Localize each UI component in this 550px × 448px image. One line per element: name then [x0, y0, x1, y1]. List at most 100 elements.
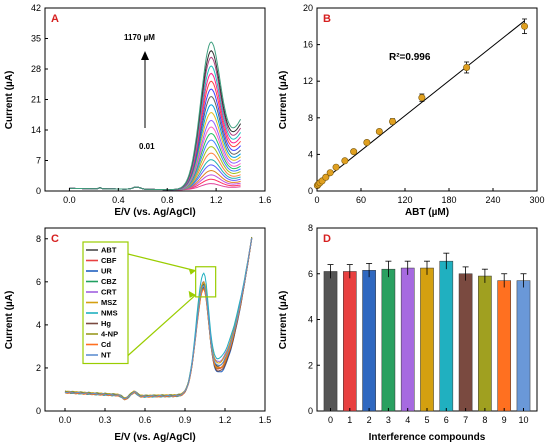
x-tick-label: 1 [347, 415, 352, 425]
y-tick-label: 4 [36, 320, 41, 330]
panel-a-arrow-head [141, 51, 149, 60]
panel-a-curves [69, 41, 242, 191]
x-tick-label: 0.9 [179, 415, 192, 425]
panel-c-ylabel: Current (µA) [4, 291, 15, 350]
panel-d-bar [323, 271, 338, 412]
y-tick-label: 6 [36, 277, 41, 287]
panel-d-bar [400, 267, 415, 412]
panel-c-legend-label: CBZ [101, 277, 117, 286]
panel-a-xlabel: E/V (vs. Ag/AgCl) [114, 207, 195, 218]
x-tick-label: 9 [502, 415, 507, 425]
y-tick-label: 0 [36, 186, 41, 196]
panel-b-fit-line [316, 20, 525, 186]
x-tick-label: 0.3 [99, 415, 112, 425]
panel-d-ylabel: Current (µA) [278, 291, 289, 350]
panel-c-connector [127, 294, 197, 356]
x-tick-label: 6 [444, 415, 449, 425]
x-tick-label: 3 [386, 415, 391, 425]
y-tick-label: 8 [308, 223, 313, 233]
panel-c-legend-label: CBF [101, 256, 117, 265]
panel-c-curves [64, 236, 253, 401]
x-tick-label: 0.0 [63, 195, 76, 205]
panel-d: D 0 2 4 6 8 0 1 2 3 4 5 6 7 8 9 10 Interference compoun… [278, 223, 538, 443]
x-tick-label: 0.0 [59, 415, 72, 425]
panel-c-xlabel: E/V (vs. Ag/AgCl) [114, 432, 195, 443]
y-tick-label: 12 [303, 76, 313, 86]
y-tick-label: 28 [31, 64, 41, 74]
panel-b-point [326, 169, 334, 177]
panel-a: A 0.0 0.4 0.8 1.2 1.6 0 7 14 21 28 35 42 1170 µM 0.… [4, 3, 271, 218]
panel-a-annotation-top: 1170 µM [124, 33, 155, 42]
panel-c-legend-label: Cd [101, 340, 111, 349]
panel-b-ticks: 0 60 120 180 240 300 0 4 8 12 16 20 [303, 3, 545, 205]
panel-b-ylabel: Current (µA) [278, 71, 289, 130]
x-tick-label: 8 [482, 415, 487, 425]
panel-d-bar [381, 268, 396, 412]
panel-c-frame [44, 227, 266, 412]
panel-b-content [313, 18, 529, 190]
x-tick-label: 300 [529, 195, 544, 205]
panel-d-ticks: 0 2 4 6 8 0 1 2 3 4 5 6 7 8 9 10 [308, 223, 529, 425]
y-tick-label: 21 [31, 95, 41, 105]
panel-d-bar [439, 260, 454, 412]
y-tick-label: 2 [36, 363, 41, 373]
panel-c-legend-label: CRT [101, 288, 117, 297]
panel-b-frame [316, 7, 538, 192]
panel-d-bar [516, 280, 531, 412]
panel-a-ticks: 0.0 0.4 0.8 1.2 1.6 0 7 14 21 28 35 42 [31, 3, 271, 205]
panel-d-bar [362, 270, 376, 412]
panel-c-connector [127, 253, 196, 272]
x-tick-label: 1.6 [259, 195, 272, 205]
panel-a-curve [69, 174, 241, 191]
panel-b-letter: B [323, 13, 331, 25]
y-tick-label: 0 [308, 406, 313, 416]
y-tick-label: 0 [308, 186, 313, 196]
panel-a-curve [69, 80, 241, 191]
panel-c-legend-label: MSZ [101, 298, 117, 307]
panel-a-curve [69, 146, 241, 191]
x-tick-label: 240 [485, 195, 500, 205]
x-tick-label: 60 [356, 195, 366, 205]
panel-b-point [375, 128, 383, 136]
panel-c-connector-arrow [188, 268, 196, 275]
panel-d-bar [420, 267, 434, 412]
panel-b-point [363, 139, 371, 147]
x-tick-label: 120 [397, 195, 412, 205]
panel-b-point [350, 148, 358, 156]
panel-c-ticks: 0.0 0.3 0.6 0.9 1.2 1.5 0 2 4 6 8 [36, 234, 271, 425]
panel-d-bar [497, 280, 512, 412]
x-tick-label: 10 [518, 415, 528, 425]
panel-a-curve [69, 41, 242, 191]
panel-a-curve [69, 56, 242, 191]
panel-c-letter: C [51, 233, 59, 245]
x-tick-label: 1.5 [259, 415, 272, 425]
x-tick-label: 4 [405, 415, 410, 425]
x-tick-label: 0.4 [112, 195, 125, 205]
panel-b-xlabel: ABT (µM) [405, 207, 449, 218]
y-tick-label: 4 [308, 149, 313, 159]
panel-a-curve [69, 65, 242, 191]
panel-a-ylabel: Current (µA) [4, 71, 15, 130]
panel-a-curve [69, 159, 241, 191]
x-tick-label: 0.8 [161, 195, 174, 205]
panel-b-point [322, 173, 330, 181]
panel-b: B 0 60 120 180 240 300 0 4 8 12 16 20 R²=0.996 ABT … [278, 3, 545, 218]
panel-c-legend-label: ABT [101, 246, 117, 255]
panel-d-content [323, 252, 531, 412]
panel-b-annotation: R²=0.996 [389, 52, 431, 63]
panel-c-connector-arrow [188, 290, 196, 298]
panel-d-letter: D [323, 233, 331, 245]
y-tick-label: 35 [31, 34, 41, 44]
y-tick-label: 16 [303, 40, 313, 50]
x-tick-label: 1.2 [210, 195, 223, 205]
panel-d-xlabel: Interference compounds [369, 432, 486, 443]
panel-a-curve [69, 88, 241, 191]
panel-a-curve [69, 139, 241, 191]
panel-a-curve [69, 164, 241, 191]
y-tick-label: 4 [308, 315, 313, 325]
x-tick-label: 2 [367, 415, 372, 425]
panel-b-point [389, 117, 397, 125]
panel-c-legend-label: NMS [101, 309, 118, 318]
